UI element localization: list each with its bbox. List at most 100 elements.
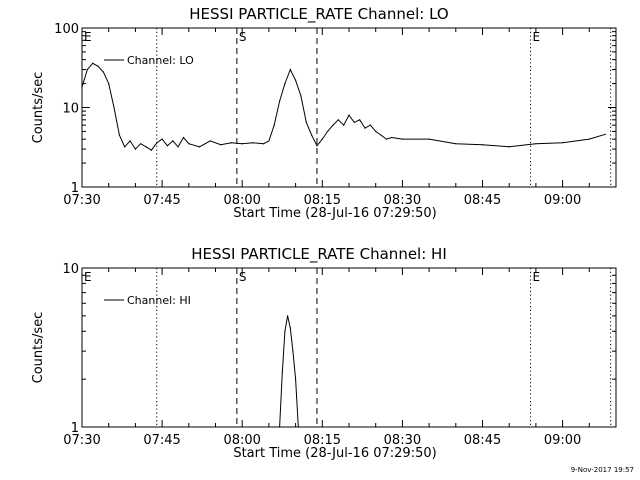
panel-2-series-line-1 [279,315,299,428]
panel-1-x-tick-label: 08:45 [464,193,501,208]
panel-1-y-tick-label: 100 [54,22,79,37]
panel-1-data-point [129,140,131,142]
panel-1-data-point [289,68,291,71]
panel-1-x-axis-label: Start Time (28-Jul-16 07:29:50) [233,206,436,221]
panel-1-legend-label: Channel: LO [127,54,194,67]
panel-1-marker-label: E [533,30,541,44]
panel-1-data-point [118,134,120,136]
panel-1-data-point [305,121,307,123]
footer-timestamp: 9-Nov-2017 19:57 [570,466,634,474]
panel-1-data-point [391,136,393,139]
panel-2-marker-label: S [239,270,247,284]
panel-1-y-tick-label: 1 [71,181,79,196]
panel-1-data-point [241,143,243,145]
panel-1-data-point [81,86,83,88]
panel-1-data-point [401,138,403,140]
panel-2-data-point [278,426,281,428]
panel-1-axes-frame [81,27,617,188]
panel-1-x-tick-label: 08:15 [304,193,341,208]
panel-2-data-point [295,378,297,380]
panel-1-data-point [166,145,169,147]
panel-2-x-tick-label: 08:00 [223,433,260,448]
panel-2-y-tick-label: 1 [71,421,79,436]
panel-1-data-point [97,65,99,67]
panel-1-data-point [359,119,361,121]
panel-1-series-line-1 [81,62,606,151]
panel-1-data-point [268,140,270,142]
panel-1-data-point [369,124,371,126]
panel-1-data-point [332,124,334,126]
panel-1-data-point [604,133,606,135]
panel-2-x-tick-label: 08:45 [464,433,501,448]
panel-2-y-tick-label: 10 [62,262,79,277]
panel-1-data-point [188,143,190,145]
panel-1-data-point [134,148,136,150]
panel-1-data-point [182,136,185,139]
panel-1-data-point [535,143,537,145]
panel-1-x-tick-label: 08:00 [223,193,260,208]
panel-2-x-axis-label: Start Time (28-Jul-16 07:29:50) [233,446,436,461]
panel-1-y-axis-label: Counts/sec [31,72,46,144]
panel-2-x-tick-label: 09:00 [544,433,581,448]
panel-1-data-point [102,71,104,73]
panel-1-data-point [327,130,329,133]
panel-1-x-tick-label: 07:45 [143,193,180,208]
panel-1-data-point [588,138,590,140]
panel-2-data-point [297,426,299,428]
panel-1-data-point [311,134,313,136]
panel-1-data-point [481,144,484,146]
panel-1-data-point [343,124,345,126]
panel-2-title: HESSI PARTICLE_RATE Channel: HI [191,245,447,264]
panel-2-axes-frame [81,267,617,428]
panel-1-data-point [385,138,387,140]
panel-2-legend-label: Channel: HI [127,294,191,307]
panel-1-data-point [113,106,115,109]
panel-2-y-axis-label: Counts/sec [31,312,46,384]
panel-1-data-point [262,143,265,145]
panel-1-data-point [209,140,211,142]
panel-1-data-point [428,138,430,140]
panel-1-marker-label: S [239,30,247,44]
panel-1-data-point [380,134,382,136]
panel-1-data-point [278,100,281,102]
panel-2-marker-label: E [84,270,92,284]
panel-1-data-point [455,143,457,145]
panel-1-data-point [92,62,94,64]
panel-1-x-tick-label: 07:30 [63,193,100,208]
panel-2-x-tick-label: 08:15 [304,433,341,448]
panel-1-data-point [161,138,163,140]
panel-1-data-point [364,127,366,129]
panel-1-data-point [508,146,510,148]
panel-1-data-point [198,146,201,148]
panel-1-data-point [230,142,233,144]
panel-1-data-point [353,121,355,123]
panel-1-data-point [124,146,126,148]
panel-1-data-point [177,146,179,148]
panel-1-data-point [150,149,153,151]
panel-1-data-point [252,142,254,144]
panel-1-y-tick-label: 10 [62,102,79,117]
panel-2-x-tick-label: 08:30 [384,433,421,448]
panel-2-data-point [289,327,291,329]
panel-2-data-point [281,371,283,374]
panel-2-x-tick-label: 07:30 [63,433,100,448]
panel-2-marker-label: E [533,270,541,284]
panel-1-data-point [300,95,302,97]
panel-1-data-point [140,143,142,145]
panel-1-data-point [562,142,564,144]
panel-1-data-point [108,82,110,85]
panel-1-data-point [156,142,158,144]
panel-1-data-point [321,138,323,140]
panel-1-marker-label: E [84,30,92,44]
panel-2-data-point [284,330,286,332]
panel-1-data-point [337,119,339,121]
panel-1-data-point [284,82,286,85]
panel-1-data-point [273,124,275,126]
panel-2-data-point [286,315,289,317]
panel-1-data-point [375,130,377,133]
panel-1-data-point [348,114,350,116]
panel-1-title: HESSI PARTICLE_RATE Channel: LO [189,5,448,24]
panel-1-data-point [316,145,318,147]
panel-1-data-point [145,146,147,148]
